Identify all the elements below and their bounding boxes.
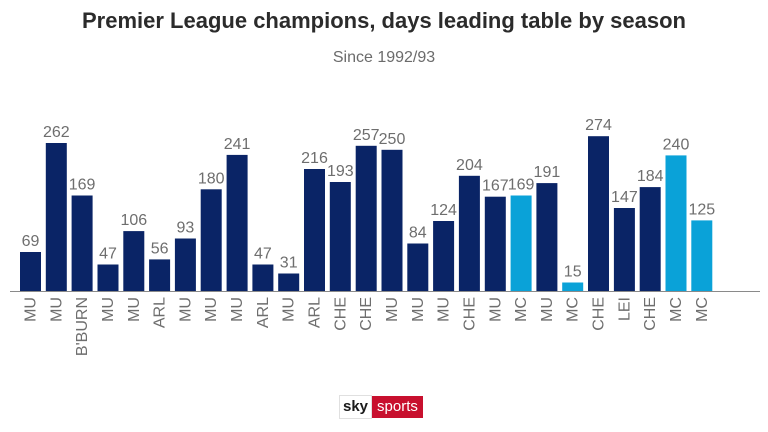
bar-11 <box>304 169 325 291</box>
bar-19 <box>510 195 532 291</box>
category-label-2: B'BURN <box>74 297 91 356</box>
category-label-4: MU <box>126 297 143 322</box>
bar-6 <box>174 238 196 291</box>
category-label-24: CHE <box>642 297 659 331</box>
category-label-20: MU <box>539 297 556 322</box>
value-label-23: 147 <box>611 189 638 206</box>
category-label-23: LEI <box>616 297 633 321</box>
category-label-26: MC <box>694 297 711 322</box>
value-label-20: 191 <box>534 164 561 181</box>
category-label-5: ARL <box>152 297 169 328</box>
bar-12 <box>329 182 351 291</box>
value-label-3: 47 <box>99 246 117 263</box>
bar-1 <box>45 143 67 291</box>
category-label-16: MU <box>436 297 453 322</box>
bar-3 <box>97 264 119 291</box>
bar-10 <box>278 273 300 291</box>
value-label-15: 84 <box>409 225 427 242</box>
bar-21 <box>562 282 584 291</box>
category-label-12: CHE <box>332 297 349 331</box>
bar-0 <box>20 252 41 291</box>
bar-25 <box>665 155 687 291</box>
chart-title: Premier League champions, days leading t… <box>82 8 686 33</box>
category-label-25: MC <box>668 297 685 322</box>
category-label-17: CHE <box>461 297 478 331</box>
category-label-3: MU <box>100 297 117 322</box>
value-label-6: 93 <box>177 220 195 237</box>
value-label-9: 47 <box>254 246 272 263</box>
category-label-9: ARL <box>255 297 272 328</box>
category-label-8: MU <box>229 297 246 322</box>
category-label-19: MC <box>513 297 530 322</box>
logo-sky-text: sky <box>339 395 373 419</box>
value-label-14: 250 <box>379 131 406 148</box>
value-label-16: 124 <box>430 202 457 219</box>
bar-8 <box>226 154 248 291</box>
category-label-21: MC <box>565 297 582 322</box>
category-label-18: MU <box>487 297 504 322</box>
value-label-19: 169 <box>508 177 535 194</box>
value-label-13: 257 <box>353 127 380 144</box>
bar-23 <box>613 208 635 291</box>
value-label-21: 15 <box>564 264 582 281</box>
value-label-7: 180 <box>198 170 225 187</box>
bar-5 <box>149 259 171 291</box>
value-label-5: 56 <box>151 240 169 257</box>
category-label-10: MU <box>281 297 298 322</box>
category-label-15: MU <box>410 297 427 322</box>
category-label-0: MU <box>23 297 40 322</box>
bar-24 <box>639 187 661 291</box>
bar-4 <box>123 231 145 291</box>
bar-22 <box>588 136 609 291</box>
value-label-11: 216 <box>301 150 328 167</box>
category-label-7: MU <box>203 297 220 322</box>
bar-17 <box>458 175 480 291</box>
value-label-24: 184 <box>637 168 664 185</box>
value-label-0: 69 <box>22 233 40 250</box>
bar-chart: 69 MU 262 MU 169 B'BURN 47 MU 106 MU 56 ARL 93 MU 180 M… <box>10 117 760 356</box>
category-label-13: CHE <box>358 297 375 331</box>
value-label-17: 204 <box>456 157 483 174</box>
category-label-14: MU <box>384 297 401 322</box>
bar-9 <box>252 264 274 291</box>
value-label-8: 241 <box>224 136 251 153</box>
value-label-1: 262 <box>43 124 70 141</box>
value-label-10: 31 <box>280 255 298 272</box>
bar-16 <box>433 221 455 291</box>
bar-14 <box>381 149 403 291</box>
category-label-6: MU <box>177 297 194 322</box>
value-label-25: 240 <box>663 136 690 153</box>
bar-13 <box>355 145 377 291</box>
sky-sports-logo: sky sports <box>339 395 429 419</box>
logo-sports-text: sports <box>372 396 423 418</box>
value-label-12: 193 <box>327 163 354 180</box>
bar-2 <box>71 195 93 291</box>
chart-subtitle: Since 1992/93 <box>332 49 436 66</box>
value-label-2: 169 <box>69 177 96 194</box>
category-label-1: MU <box>48 297 65 322</box>
bar-20 <box>536 183 558 291</box>
category-label-11: ARL <box>307 297 324 328</box>
value-label-22: 274 <box>585 117 612 134</box>
category-label-22: CHE <box>591 297 608 331</box>
value-label-18: 167 <box>482 178 509 195</box>
value-label-4: 106 <box>120 212 147 229</box>
bar-26 <box>691 220 713 291</box>
value-label-26: 125 <box>688 201 715 218</box>
bar-18 <box>484 196 506 291</box>
bar-7 <box>200 189 222 291</box>
bar-15 <box>407 243 429 291</box>
